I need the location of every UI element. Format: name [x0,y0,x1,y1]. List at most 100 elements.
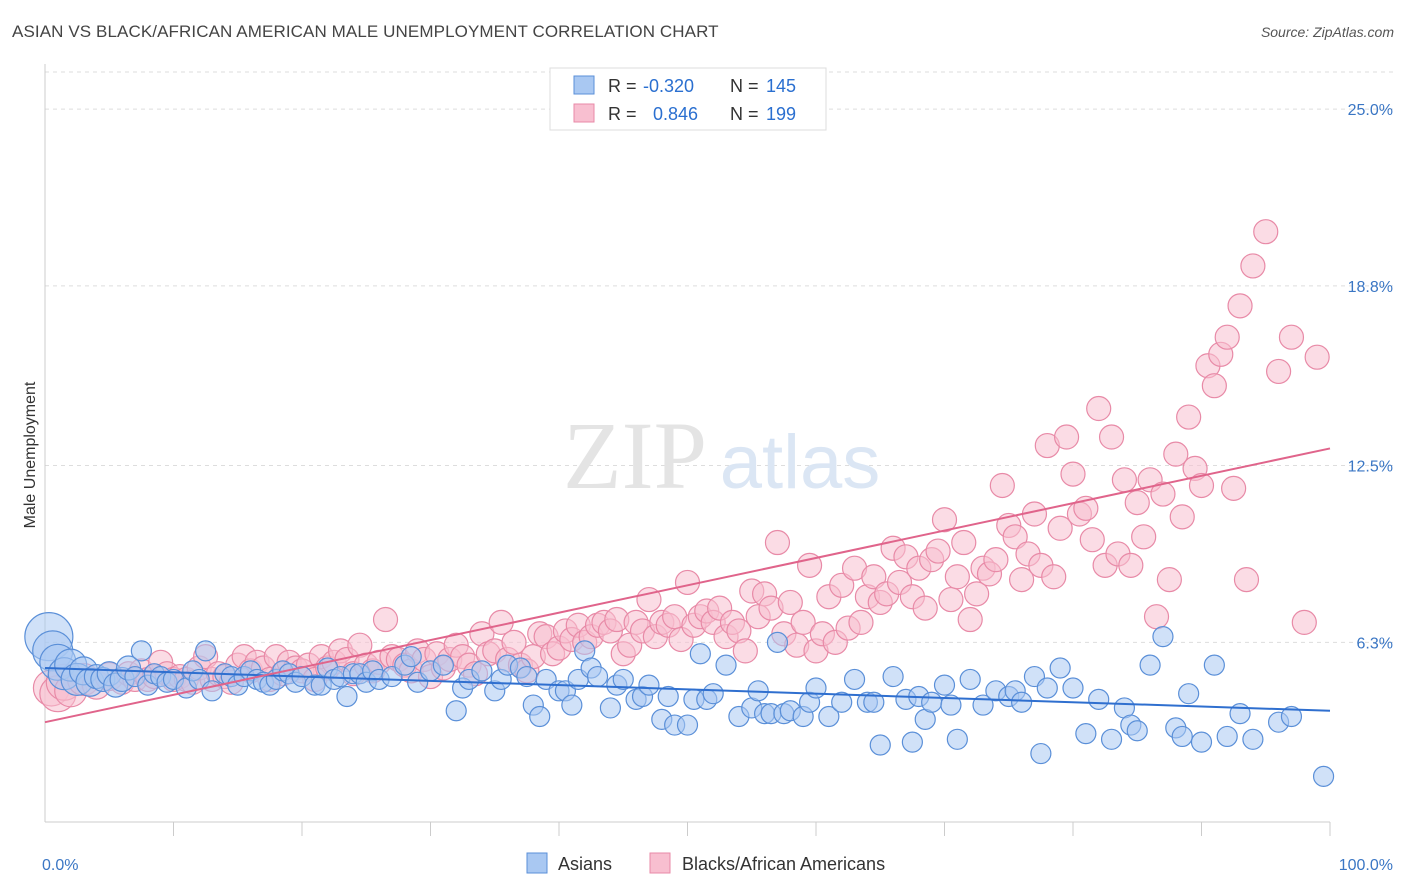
legend-r-value-black: 0.846 [653,104,698,124]
black-point [796,552,823,578]
legend-bottom: Asians Blacks/African Americans [526,852,885,874]
x-tick-labels: 0.0% 100.0% [42,857,1393,874]
black-point [1291,609,1317,635]
black-point [1131,524,1157,550]
black-point [1086,395,1112,422]
y-tick-label: 6.3% [1357,635,1393,652]
watermark: ZIP atlas [563,402,880,509]
asian-point [599,697,622,719]
black-point [989,472,1015,499]
black-point [1008,567,1035,593]
asian-point [882,665,904,688]
black-point [764,529,791,556]
black-point [957,606,983,633]
asian-point [1088,688,1110,710]
asian-point [818,705,840,728]
x-tick-label-start: 0.0% [42,857,78,874]
y-tick-label: 18.8% [1348,279,1393,296]
black-point [1111,467,1138,493]
legend-r-label-black: R = [608,104,637,124]
black-point [1253,219,1279,245]
asian-point [676,714,699,736]
asian-point [689,643,711,665]
asian-point [400,646,422,668]
black-point [848,609,874,635]
legend-n-label-black: N = [730,104,759,124]
black-point [925,538,951,564]
asian-point [561,694,583,716]
asian-point [1190,731,1213,753]
black-point [944,564,970,590]
asian-point [1152,626,1174,648]
asian-point [612,668,634,691]
trend-line-black [44,447,1331,724]
asian-point [715,654,737,676]
series-asian-points [24,612,1335,787]
black-point [829,572,855,598]
x-tick-label-end: 100.0% [1339,857,1393,874]
asian-point [1139,654,1161,676]
black-point [1221,475,1247,501]
asian-point [946,728,968,750]
bottom-legend-swatch-black [649,852,671,874]
asian-point [1126,720,1148,742]
black-point [861,564,887,590]
y-tick-labels: 6.3% 12.5% 18.8% 25.0% [1348,102,1393,652]
black-point [1304,344,1330,370]
bottom-legend-label-asian: Asians [558,854,612,874]
asian-point [1036,677,1058,699]
asian-point [1312,765,1335,787]
legend-n-value-asian: 145 [766,76,796,96]
asian-point [702,683,724,705]
asian-point [863,691,885,713]
black-point [1278,324,1305,350]
bottom-legend-swatch-asian [526,852,548,874]
watermark-zip: ZIP [563,402,707,509]
asian-point [1030,742,1052,765]
black-point [1240,253,1266,279]
asian-point [529,705,551,728]
black-point [1124,490,1150,516]
black-point [1060,461,1086,487]
black-point [1214,324,1240,350]
watermark-atlas: atlas [720,420,881,505]
asian-point [336,685,358,708]
legend-top: R = -0.320 N = 145 R = 0.846 N = 199 [549,67,827,131]
asian-point [1178,683,1200,705]
black-point [674,569,701,596]
black-point [1150,481,1176,507]
black-point [1143,604,1170,630]
asian-point [586,665,609,688]
black-point [931,507,958,533]
chart-title: ASIAN VS BLACK/AFRICAN AMERICAN MALE UNE… [12,22,719,41]
black-point [1163,441,1189,467]
asian-point [1242,728,1264,750]
black-point [1041,564,1067,590]
gridlines [45,71,1395,643]
asian-point [445,700,467,722]
asian-point [201,680,223,702]
black-point [1233,567,1260,593]
asian-point [432,654,454,676]
asian-point [1075,722,1097,745]
black-point [1169,504,1195,530]
black-point [983,547,1009,573]
black-point [964,581,990,607]
asian-point [1171,725,1193,748]
bottom-legend-label-black: Blacks/African Americans [682,854,885,874]
asian-point [1049,657,1071,679]
black-point [1118,552,1144,578]
black-point [372,606,399,633]
trend-line-asian [44,667,1331,712]
legend-n-value-black: 199 [766,104,796,124]
legend-r-value-asian: -0.320 [643,76,694,96]
black-point [1201,373,1227,399]
asian-point [940,694,962,716]
y-tick-label: 25.0% [1348,102,1393,119]
asian-point [933,674,956,696]
y-axis-label: Male Unemployment [22,381,39,528]
black-point [938,586,964,613]
asian-point [831,691,853,713]
black-point [1227,293,1253,319]
